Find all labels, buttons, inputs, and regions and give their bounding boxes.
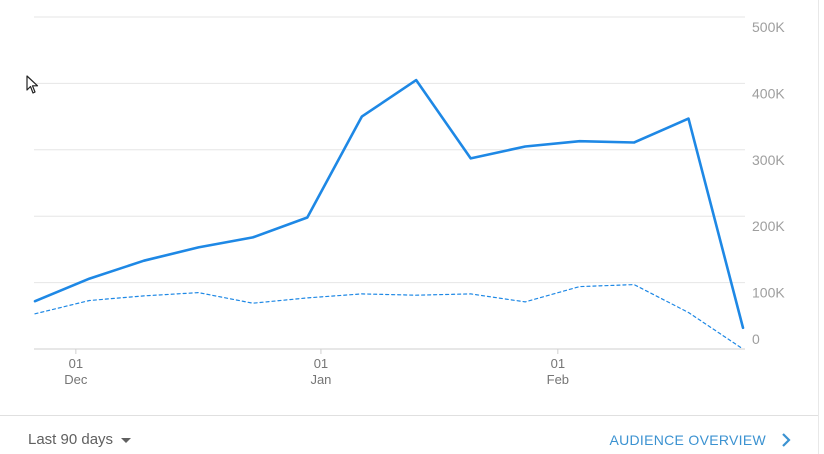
audience-overview-label: AUDIENCE OVERVIEW — [609, 432, 766, 448]
y-tick-label: 400K — [752, 85, 785, 101]
x-tick-month: Jan — [310, 372, 331, 387]
date-range-dropdown[interactable]: Last 90 days — [28, 431, 132, 448]
y-tick-label: 300K — [752, 152, 785, 168]
x-tick-day: 01 — [551, 356, 565, 371]
solid-series-line — [33, 78, 745, 330]
x-tick-day: 01 — [314, 356, 328, 371]
dashed-series-line — [34, 284, 744, 350]
y-tick-label: 100K — [752, 285, 785, 301]
chevron-right-icon — [782, 433, 791, 447]
y-tick-label: 500K — [752, 19, 785, 35]
x-tick-day: 01 — [69, 356, 83, 371]
date-range-label: Last 90 days — [28, 431, 114, 448]
caret-down-icon — [121, 438, 132, 443]
mouse-cursor-icon — [26, 75, 39, 94]
y-tick-label: 200K — [752, 218, 785, 234]
audience-overview-link[interactable]: AUDIENCE OVERVIEW — [609, 432, 792, 448]
x-tick-month: Feb — [547, 372, 569, 387]
y-tick-label: 0 — [752, 331, 760, 347]
x-tick-month: Dec — [64, 372, 88, 387]
y-axis-tick-labels: 500K 400K 300K 200K 100K 0 — [752, 19, 785, 347]
footer-divider — [0, 415, 818, 416]
gridlines — [34, 16, 745, 354]
series-lines — [33, 78, 745, 350]
panel-edge — [818, 0, 819, 454]
